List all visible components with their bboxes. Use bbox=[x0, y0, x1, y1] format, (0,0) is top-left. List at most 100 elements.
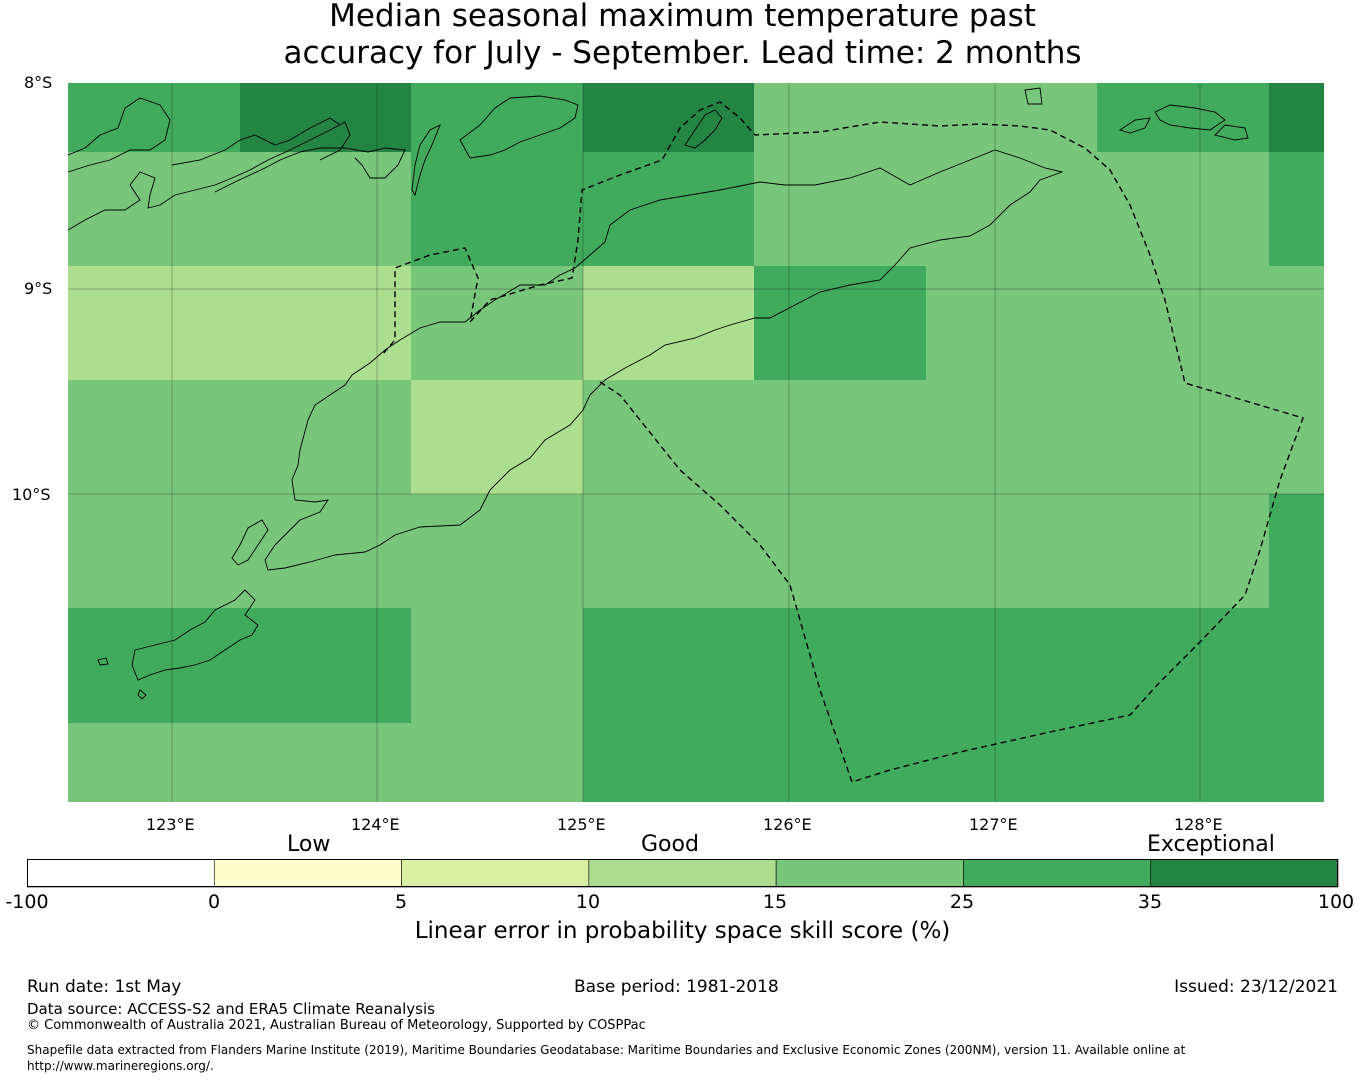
grid-cell bbox=[754, 608, 926, 723]
grid-cell bbox=[1097, 723, 1269, 802]
issued-date: Issued: 23/12/2021 bbox=[1174, 977, 1338, 997]
grid-cell bbox=[68, 494, 240, 608]
colorbar-swatch bbox=[1150, 859, 1339, 888]
lat-tick-label: 10°S bbox=[12, 485, 51, 504]
grid-cell bbox=[926, 494, 1097, 608]
grid-cell bbox=[68, 608, 240, 723]
rote-island-outline bbox=[131, 589, 259, 681]
grid-cell bbox=[1269, 723, 1324, 802]
lat-tick-label: 9°S bbox=[24, 279, 53, 298]
colorbar-tick: -100 bbox=[5, 891, 49, 913]
colorbar-category-low: Low bbox=[287, 832, 331, 857]
grid-cell bbox=[68, 152, 240, 266]
grid-cell bbox=[583, 723, 754, 802]
grid-cell bbox=[1269, 266, 1324, 380]
eez-boundary bbox=[381, 101, 1304, 783]
colorbar-swatch bbox=[213, 859, 402, 888]
grid-cell bbox=[411, 266, 583, 380]
shapefile-credit: Shapefile data extracted from Flanders M… bbox=[27, 1043, 1186, 1073]
grid-cell bbox=[754, 723, 926, 802]
grid-cell bbox=[1269, 83, 1324, 152]
colorbar-tick: 10 bbox=[575, 891, 601, 913]
grid-cell bbox=[926, 152, 1097, 266]
colorbar-tick: 100 bbox=[1317, 891, 1355, 913]
grid-cell bbox=[926, 723, 1097, 802]
colorbar-tick: 5 bbox=[394, 891, 408, 913]
grid-cell bbox=[1269, 608, 1324, 723]
colorbar-swatch bbox=[401, 859, 590, 888]
grid-cell bbox=[240, 266, 411, 380]
grid-cell bbox=[754, 266, 926, 380]
lon-tick-label: 124°E bbox=[351, 815, 400, 834]
grid-cell bbox=[68, 266, 240, 380]
timor-leste-eez bbox=[381, 101, 1304, 783]
grid-cell bbox=[411, 380, 583, 494]
grid-cell bbox=[926, 266, 1097, 380]
grid-cell bbox=[411, 723, 583, 802]
grid-cell bbox=[240, 494, 411, 608]
grid-cell bbox=[240, 380, 411, 494]
grid-cell bbox=[240, 723, 411, 802]
lon-tick-label: 128°E bbox=[1174, 815, 1223, 834]
grid-cell bbox=[411, 83, 583, 152]
grid-cell bbox=[1269, 152, 1324, 266]
grid-cell bbox=[1097, 266, 1269, 380]
grid-cell bbox=[240, 152, 411, 266]
colorbar-tick: 0 bbox=[207, 891, 221, 913]
grid-cell bbox=[1097, 494, 1269, 608]
colorbar-label: Linear error in probability space skill … bbox=[414, 918, 951, 944]
grid-cells bbox=[68, 83, 1324, 802]
grid-cell bbox=[1097, 608, 1269, 723]
grid-cell bbox=[240, 83, 411, 152]
timor-island-outline bbox=[264, 149, 1064, 571]
colorbar-swatch bbox=[775, 859, 964, 888]
grid-cell bbox=[926, 608, 1097, 723]
alor-island-outline bbox=[67, 97, 171, 173]
colorbar bbox=[27, 859, 1339, 888]
grid-cell bbox=[1097, 380, 1269, 494]
grid-cell bbox=[68, 380, 240, 494]
colorbar-category-good: Good bbox=[641, 832, 699, 857]
colorbar-category-exceptional: Exceptional bbox=[1147, 832, 1275, 857]
lon-tick-label: 127°E bbox=[969, 815, 1018, 834]
lon-tick-label: 126°E bbox=[763, 815, 812, 834]
base-period: Base period: 1981-2018 bbox=[574, 977, 779, 997]
grid-cell bbox=[68, 723, 240, 802]
grid-cell bbox=[240, 608, 411, 723]
colorbar-tick: 15 bbox=[762, 891, 788, 913]
lon-tick-label: 125°E bbox=[557, 815, 606, 834]
grid-cell bbox=[411, 152, 583, 266]
grid-cell bbox=[583, 152, 754, 266]
coastline bbox=[67, 87, 1249, 700]
graticule bbox=[68, 83, 1324, 802]
grid-cell bbox=[583, 608, 754, 723]
colorbar-tick: 25 bbox=[949, 891, 975, 913]
run-date: Run date: 1st May bbox=[27, 977, 182, 997]
grid-cell bbox=[1097, 83, 1269, 152]
data-source: Data source: ACCESS-S2 and ERA5 Climate … bbox=[27, 1000, 435, 1018]
lon-tick-label: 123°E bbox=[146, 815, 195, 834]
colorbar-swatch bbox=[27, 859, 215, 888]
colorbar-tick: 35 bbox=[1137, 891, 1163, 913]
grid-cell bbox=[1097, 152, 1269, 266]
colorbar-swatch bbox=[588, 859, 777, 888]
grid-cell bbox=[926, 380, 1097, 494]
chart-title-line-1: Median seasonal maximum temperature past bbox=[329, 0, 1036, 34]
grid-cell bbox=[754, 83, 926, 152]
chart-title-line-2: accuracy for July - September. Lead time… bbox=[283, 35, 1082, 71]
grid-cell bbox=[926, 83, 1097, 152]
grid-cell bbox=[754, 380, 926, 494]
grid-cell bbox=[754, 494, 926, 608]
lat-tick-label: 8°S bbox=[24, 73, 53, 92]
grid-cell bbox=[1269, 494, 1324, 608]
grid-cell bbox=[754, 152, 926, 266]
grid-cell bbox=[583, 494, 754, 608]
copyright: © Commonwealth of Australia 2021, Austra… bbox=[27, 1018, 646, 1033]
grid-cell bbox=[583, 266, 754, 380]
grid-cell bbox=[411, 494, 583, 608]
grid-cell bbox=[583, 380, 754, 494]
colorbar-swatch bbox=[963, 859, 1152, 888]
grid-cell bbox=[583, 83, 754, 152]
grid-cell bbox=[411, 608, 583, 723]
